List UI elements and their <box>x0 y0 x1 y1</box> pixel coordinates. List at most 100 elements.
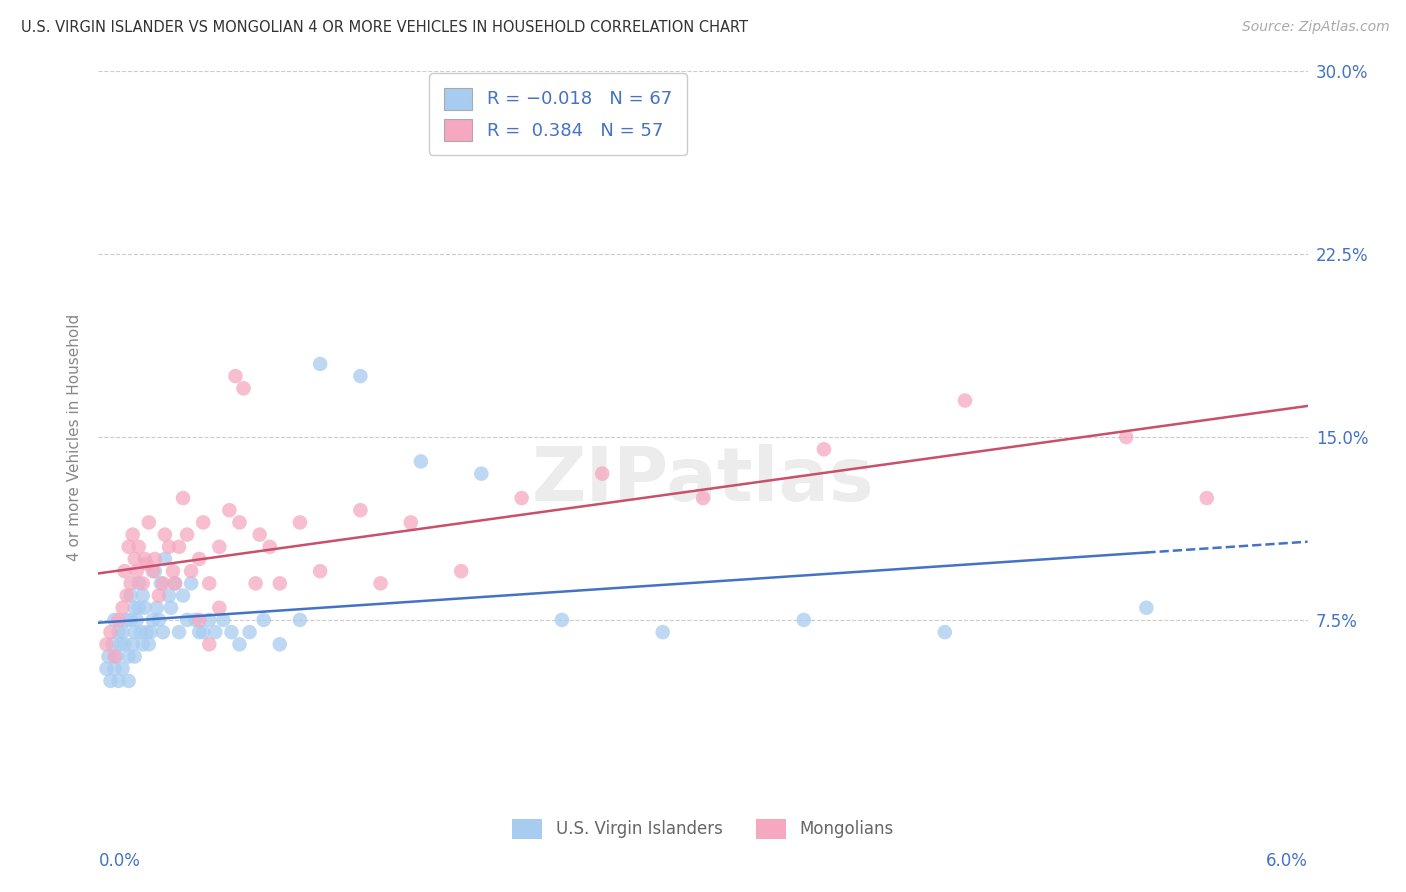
Point <box>172 589 194 603</box>
Text: U.S. VIRGIN ISLANDER VS MONGOLIAN 4 OR MORE VEHICLES IN HOUSEHOLD CORRELATION CH: U.S. VIRGIN ISLANDER VS MONGOLIAN 4 OR M… <box>21 20 748 35</box>
Point <box>132 637 155 651</box>
Point <box>107 625 129 640</box>
Point <box>259 540 281 554</box>
Point <box>111 662 134 676</box>
Point <box>176 527 198 541</box>
Point <box>111 600 134 615</box>
Point <box>118 649 141 664</box>
Point <box>120 613 142 627</box>
Point <box>269 576 291 591</box>
Point <box>134 600 156 615</box>
Point <box>124 625 146 640</box>
Point <box>409 454 432 468</box>
Point <box>121 527 143 541</box>
Point <box>162 564 184 578</box>
Point <box>198 637 221 651</box>
Point <box>309 564 332 578</box>
Point <box>128 576 150 591</box>
Point <box>120 576 142 591</box>
Point <box>221 625 243 640</box>
Point <box>188 613 211 627</box>
Point <box>208 540 231 554</box>
Point <box>134 552 156 566</box>
Point <box>100 673 122 688</box>
Point <box>142 564 165 578</box>
Point <box>138 637 160 651</box>
Point <box>132 589 155 603</box>
Point <box>188 552 211 566</box>
Point <box>115 613 138 627</box>
Point <box>121 637 143 651</box>
Point <box>103 662 125 676</box>
Point <box>152 625 174 640</box>
Text: ZIPatlas: ZIPatlas <box>531 444 875 517</box>
Point <box>180 564 202 578</box>
Point <box>176 613 198 627</box>
Point <box>148 589 170 603</box>
Point <box>160 600 183 615</box>
Point <box>124 649 146 664</box>
Point <box>128 600 150 615</box>
Point <box>111 625 134 640</box>
Point <box>692 491 714 505</box>
Point <box>288 516 311 530</box>
Point <box>249 527 271 541</box>
Point <box>198 613 221 627</box>
Point <box>349 369 371 384</box>
Point <box>253 613 276 627</box>
Point <box>142 613 165 627</box>
Point <box>309 357 332 371</box>
Point <box>510 491 533 505</box>
Point <box>349 503 371 517</box>
Point <box>118 673 141 688</box>
Point <box>143 564 166 578</box>
Point <box>100 625 122 640</box>
Point <box>551 613 574 627</box>
Point <box>198 576 221 591</box>
Point <box>125 564 148 578</box>
Point <box>813 442 835 457</box>
Point <box>105 649 128 664</box>
Y-axis label: 4 or more Vehicles in Household: 4 or more Vehicles in Household <box>66 313 82 561</box>
Point <box>101 637 124 651</box>
Text: Source: ZipAtlas.com: Source: ZipAtlas.com <box>1241 20 1389 34</box>
Point <box>114 564 136 578</box>
Point <box>212 613 235 627</box>
Point <box>232 381 254 395</box>
Point <box>1115 430 1137 444</box>
Text: 0.0%: 0.0% <box>98 852 141 870</box>
Point <box>125 613 148 627</box>
Point <box>153 527 176 541</box>
Point <box>120 589 142 603</box>
Point <box>103 613 125 627</box>
Point <box>163 576 186 591</box>
Point <box>107 673 129 688</box>
Point <box>180 576 202 591</box>
Point <box>107 613 129 627</box>
Point <box>118 540 141 554</box>
Point <box>115 589 138 603</box>
Point <box>153 552 176 566</box>
Point <box>470 467 492 481</box>
Point <box>157 589 180 603</box>
Point <box>450 564 472 578</box>
Point <box>651 625 673 640</box>
Point <box>96 662 118 676</box>
Point <box>163 576 186 591</box>
Point <box>97 649 120 664</box>
Point <box>245 576 267 591</box>
Point <box>149 576 172 591</box>
Point <box>167 625 190 640</box>
Point <box>172 491 194 505</box>
Point <box>193 516 215 530</box>
Point <box>188 625 211 640</box>
Point <box>110 637 132 651</box>
Point <box>135 557 157 571</box>
Point <box>793 613 815 627</box>
Point <box>128 540 150 554</box>
Point <box>138 516 160 530</box>
Point <box>157 540 180 554</box>
Point <box>218 503 240 517</box>
Point <box>269 637 291 651</box>
Point <box>239 625 262 640</box>
